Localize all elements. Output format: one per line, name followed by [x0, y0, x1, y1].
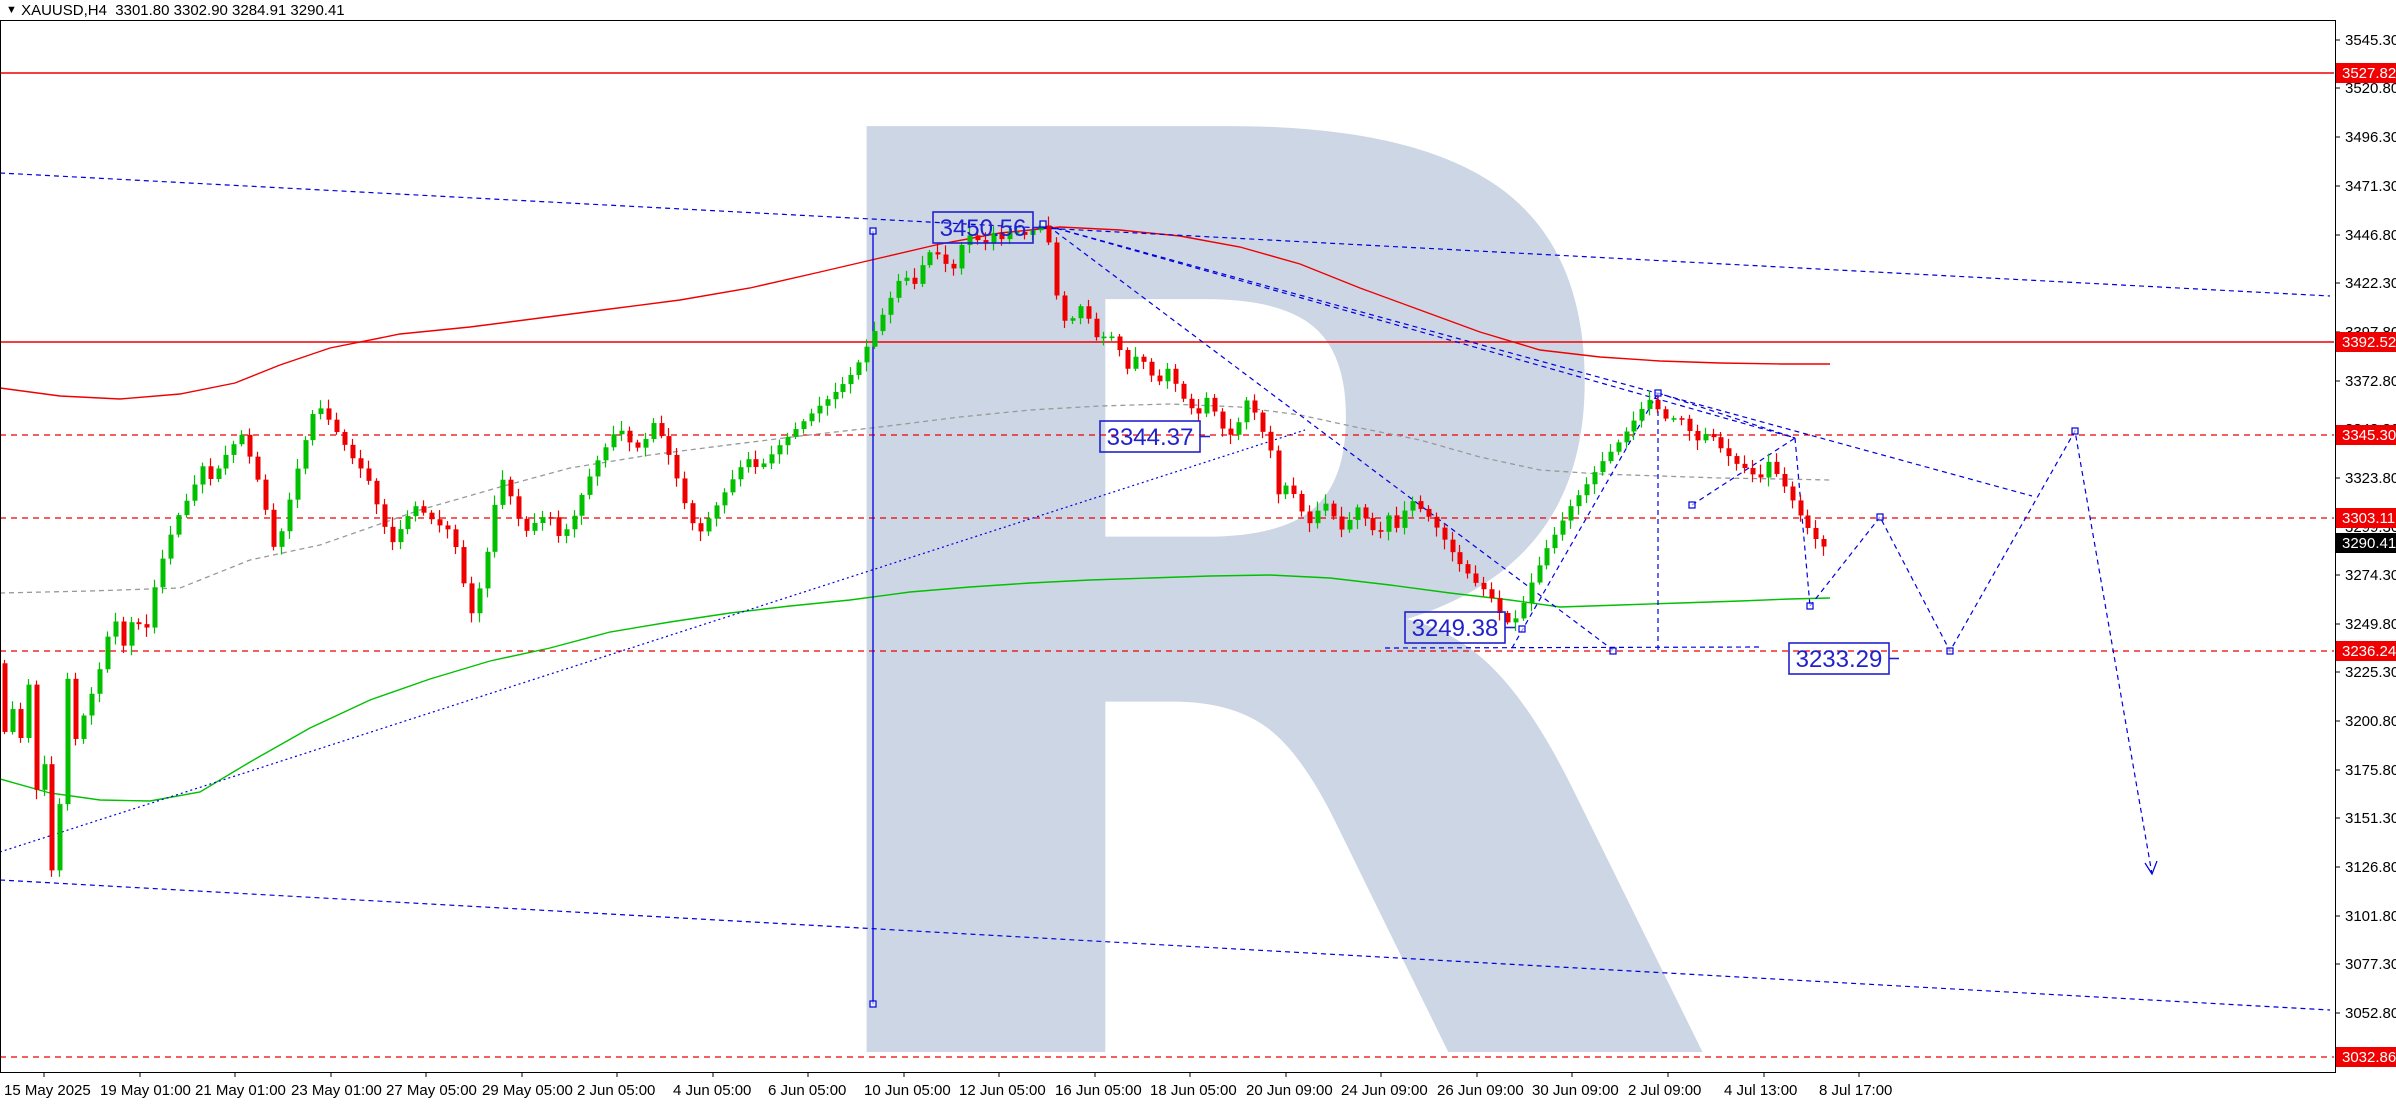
price-tick-label: 3200.80	[2345, 713, 2396, 730]
trendline-dashed[interactable]	[1657, 392, 1796, 439]
price-tick-label: 3545.30	[2345, 32, 2396, 49]
price-level-label-text: 3527.82	[2342, 65, 2396, 82]
price-level-label-text: 3290.41	[2342, 535, 2396, 552]
price-tick-label: 3151.30	[2345, 810, 2396, 827]
trendline-dashed[interactable]	[1047, 225, 1796, 439]
date-tick-label: 27 May 05:00	[386, 1082, 477, 1099]
date-tick-label: 8 Jul 17:00	[1819, 1082, 1892, 1099]
date-tick-label: 21 May 01:00	[195, 1082, 286, 1099]
price-tick-label: 3496.30	[2345, 129, 2396, 146]
trendline-dashed[interactable]	[1794, 437, 1811, 607]
date-tick-label: 19 May 01:00	[100, 1082, 191, 1099]
date-tick-label: 2 Jul 09:00	[1628, 1082, 1701, 1099]
plot-border	[0, 20, 2336, 1073]
date-tick-label: 30 Jun 09:00	[1532, 1082, 1619, 1099]
ohlc-values: 3301.80 3302.90 3284.91 3290.41	[115, 2, 345, 19]
red-ma-line	[1, 226, 1830, 400]
drawing-anchor-marker[interactable]	[1609, 647, 1617, 655]
price-level-label-text: 3032.86	[2342, 1049, 2396, 1066]
drawing-anchor-marker[interactable]	[1518, 625, 1526, 633]
svg-text:3233.29: 3233.29	[1796, 646, 1883, 673]
trendline-dashed[interactable]	[1047, 225, 1614, 651]
price-callout[interactable]: 3233.29	[1788, 642, 1899, 675]
drawing-anchor-marker[interactable]	[1946, 647, 1954, 655]
price-tick-label: 3249.80	[2345, 616, 2396, 633]
date-tick-label: 4 Jun 05:00	[673, 1082, 751, 1099]
price-level-label-text: 3303.11	[2342, 510, 2395, 527]
arrow-end-icon	[2144, 860, 2158, 876]
date-tick-label: 29 May 05:00	[482, 1082, 573, 1099]
price-tick-label: 3052.80	[2345, 1005, 2396, 1022]
price-level-label	[2336, 533, 2396, 553]
symbol-dropdown-icon[interactable]: ▼	[6, 4, 17, 16]
price-level-label	[2336, 508, 2396, 528]
drawing-anchor-marker[interactable]	[869, 227, 877, 235]
drawing-anchor-marker[interactable]	[1688, 501, 1696, 509]
drawing-anchor-marker[interactable]	[1654, 389, 1662, 397]
price-tick-label: 3372.80	[2345, 373, 2396, 390]
price-tick-label: 3274.30	[2345, 567, 2396, 584]
time-axis[interactable]: 15 May 2025 19 May 01:00 21 May 01:00 23 Ma…	[4, 1072, 1892, 1099]
date-tick-label: 18 Jun 05:00	[1150, 1082, 1237, 1099]
date-tick-label: 4 Jul 13:00	[1724, 1082, 1797, 1099]
green-ma-line	[1, 574, 1831, 802]
trendline-dashed[interactable]	[0, 879, 2331, 1011]
price-level-label	[2336, 1047, 2396, 1067]
drawing-anchor-marker[interactable]	[869, 1000, 877, 1008]
date-tick-label: 26 Jun 09:00	[1437, 1082, 1524, 1099]
date-tick-label: 23 May 01:00	[291, 1082, 382, 1099]
price-tick-label: 3126.80	[2345, 859, 2396, 876]
price-level-label	[2336, 63, 2396, 83]
price-callout[interactable]: 3249.38	[1404, 611, 1515, 644]
candles-layer	[2, 216, 1827, 877]
date-tick-label: 10 Jun 05:00	[864, 1082, 951, 1099]
trendline-dotted[interactable]	[0, 429, 1306, 853]
date-tick-label: 12 Jun 05:00	[959, 1082, 1046, 1099]
trendline-dashed[interactable]	[0, 172, 2331, 297]
svg-text:3249.38: 3249.38	[1412, 615, 1499, 642]
price-tick-label: 3077.30	[2345, 956, 2396, 973]
price-level-label	[2336, 425, 2396, 445]
svg-text:3450.56: 3450.56	[940, 215, 1027, 242]
price-tick-label: 3471.30	[2345, 178, 2396, 195]
date-tick-label: 20 Jun 09:00	[1246, 1082, 1333, 1099]
trendline-dashed[interactable]	[1047, 225, 2033, 497]
broker-watermark: R	[750, 0, 1728, 1110]
svg-text:3344.37: 3344.37	[1107, 424, 1194, 451]
drawing-anchor-marker[interactable]	[1876, 513, 1884, 521]
price-tick-label: 3323.80	[2345, 470, 2396, 487]
gray-dashed-ma-line	[1, 403, 1831, 594]
price-level-label-text: 3392.52	[2342, 334, 2396, 351]
price-level-label-text: 3345.30	[2342, 427, 2396, 444]
price-tick-label: 3225.30	[2345, 664, 2396, 681]
drawing-anchor-marker[interactable]	[2071, 427, 2079, 435]
price-axis[interactable]: 3545.30 3520.80 3496.30 3471.30 3446.80 3422.…	[2335, 32, 2396, 1070]
drawing-anchor-marker[interactable]	[1039, 220, 1047, 228]
price-level-label	[2336, 332, 2396, 352]
date-tick-label: 15 May 2025	[4, 1082, 91, 1099]
price-tick-label: 3101.80	[2345, 908, 2396, 925]
price-level-label	[2336, 641, 2396, 661]
price-tick-label: 3175.80	[2345, 762, 2396, 779]
symbol-period-label: XAUUSD,H4	[21, 2, 107, 19]
price-callout[interactable]: 3344.37	[1099, 420, 1210, 453]
price-level-label-text: 3236.24	[2342, 643, 2396, 660]
trendline-dashed[interactable]	[1691, 437, 1796, 506]
drawing-anchor-marker[interactable]	[1806, 602, 1814, 610]
date-tick-label: 16 Jun 05:00	[1055, 1082, 1142, 1099]
price-tick-label: 3446.80	[2345, 227, 2396, 244]
price-tick-label: 3520.80	[2345, 80, 2396, 97]
date-tick-label: 6 Jun 05:00	[768, 1082, 846, 1099]
price-tick-label: 3422.30	[2345, 275, 2396, 292]
date-tick-label: 24 Jun 09:00	[1341, 1082, 1428, 1099]
price-callout[interactable]: 3450.56	[932, 211, 1043, 244]
chart-header: ▼ XAUUSD,H4 3301.80 3302.90 3284.91 3290…	[6, 2, 345, 19]
date-tick-label: 2 Jun 05:00	[577, 1082, 655, 1099]
